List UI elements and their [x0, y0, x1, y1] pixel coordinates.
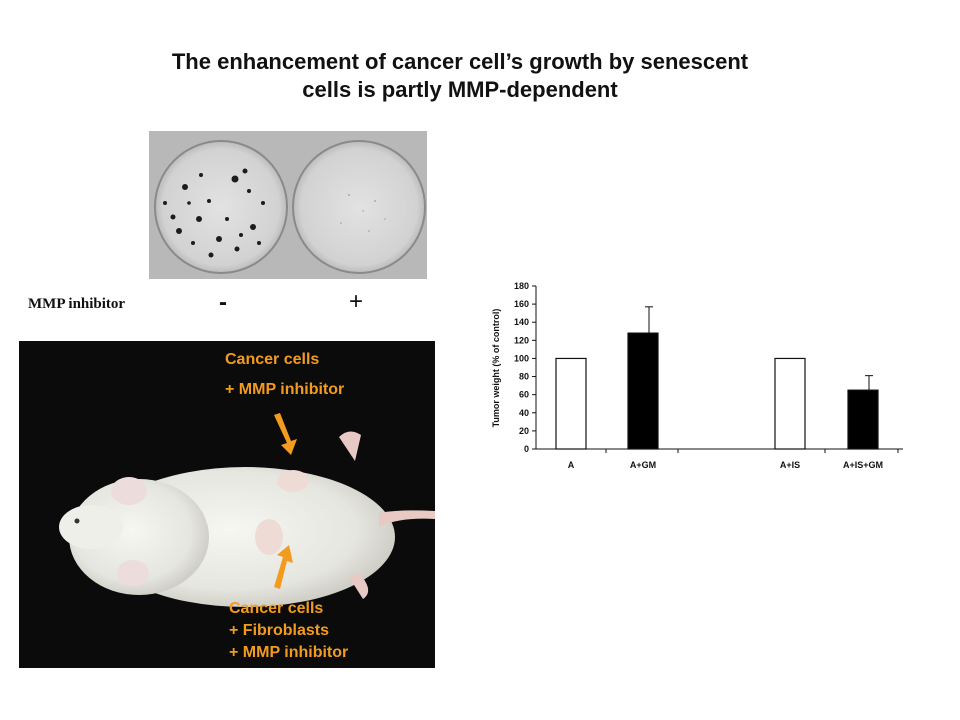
colonies-left	[163, 168, 265, 258]
bar-a-is	[774, 357, 806, 450]
y-tick-label: 180	[514, 281, 529, 291]
top-tumor-label: Cancer cells + MMP inhibitor	[225, 349, 344, 401]
x-tick-label: A+IS+GM	[843, 460, 883, 470]
tumor-weight-chart: Tumor weight (% of control) 0 20 40 60 80 100…	[491, 281, 903, 470]
slide-title: The enhancement of cancer cell’s growth …	[100, 48, 820, 104]
bottom-label-line-1: Cancer cells	[229, 600, 324, 617]
mmp-inhibitor-label: MMP inhibitor	[28, 296, 126, 312]
title-line-1: The enhancement of cancer cell’s growth …	[171, 49, 749, 74]
plus-sign: +	[349, 288, 364, 315]
top-label-line-2: + MMP inhibitor	[225, 381, 345, 398]
y-tick-label: 40	[519, 408, 529, 418]
mouse-photo: Cancer cells + MMP inhibitor Cancer cell…	[19, 341, 435, 668]
y-tick-label: 160	[514, 299, 529, 309]
dish-right	[292, 140, 426, 274]
arrow-top	[274, 413, 297, 455]
petri-dish-photo	[149, 131, 427, 279]
bar-a-is-gm	[847, 389, 879, 450]
y-tick-label: 100	[514, 353, 529, 363]
x-tick-label: A	[568, 460, 575, 470]
bottom-tumor-label: Cancer cells + Fibroblasts + MMP inhibit…	[229, 598, 348, 664]
colonies-right	[340, 194, 386, 232]
title-line-2: cells is partly MMP-dependent	[302, 77, 618, 102]
top-label-line-1: Cancer cells	[225, 351, 320, 368]
dish-left	[154, 140, 288, 274]
y-tick-label: 80	[519, 372, 529, 382]
bar-a-gm	[627, 332, 659, 450]
y-tick-label: 0	[524, 444, 529, 454]
arrow-bottom	[274, 545, 293, 589]
x-tick-label: A+GM	[630, 460, 656, 470]
bottom-label-line-2: + Fibroblasts	[229, 622, 330, 639]
mouse-body	[59, 431, 435, 607]
bottom-label-line-3: + MMP inhibitor	[229, 644, 349, 661]
minus-sign: -	[219, 289, 227, 316]
bar-a	[555, 357, 587, 450]
y-tick-label: 140	[514, 317, 529, 327]
x-tick-label: A+IS	[780, 460, 800, 470]
y-tick-label: 60	[519, 390, 529, 400]
y-tick-label: 20	[519, 426, 529, 436]
y-tick-label: 120	[514, 335, 529, 345]
y-axis-label: Tumor weight (% of control)	[491, 309, 501, 428]
